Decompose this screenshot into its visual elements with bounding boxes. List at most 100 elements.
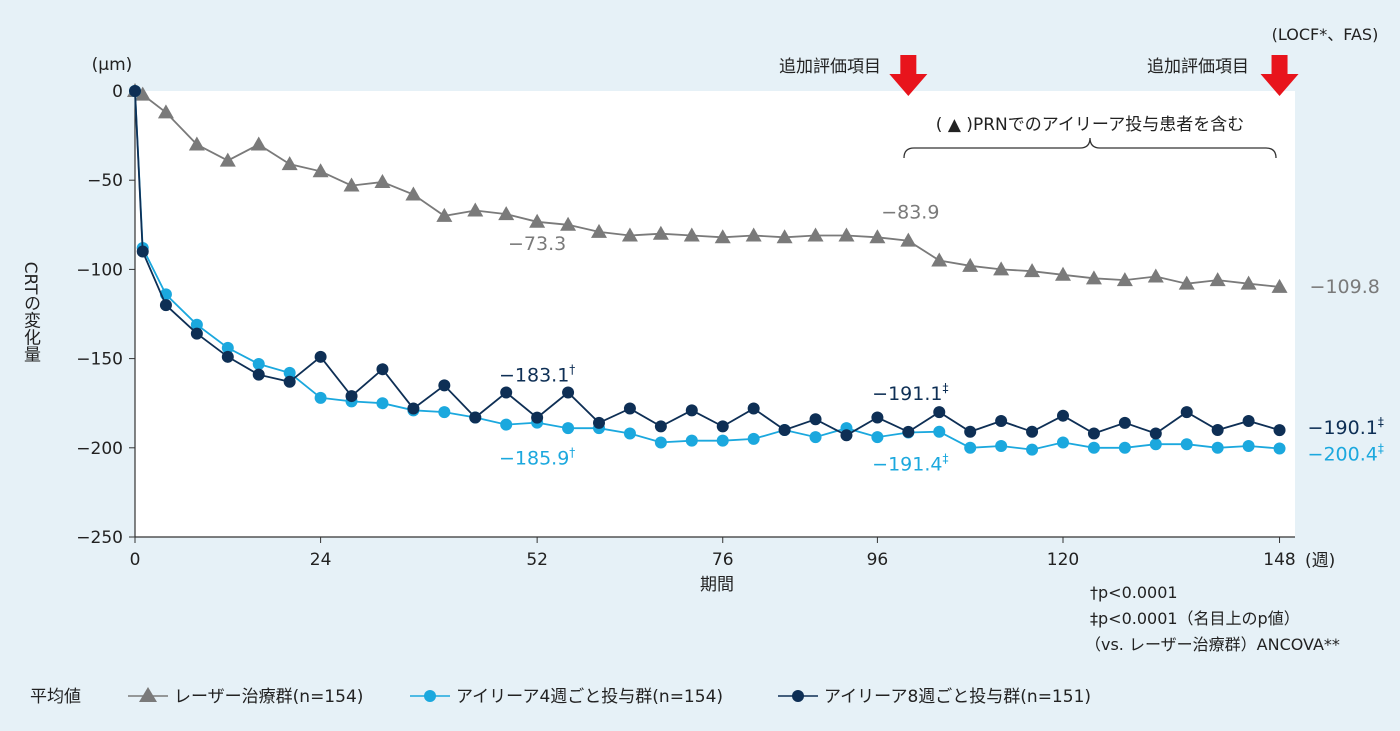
data-point-laser (374, 173, 391, 188)
significance-mark: ‡ (942, 451, 948, 465)
data-point-q8 (136, 245, 149, 258)
additional-endpoint-label-1: 追加評価項目 (779, 57, 881, 77)
legend-label-laser: レーザー治療群(n=154) (174, 687, 363, 707)
value-label-q4: −200.4‡ (1308, 442, 1384, 466)
data-point-q4 (1242, 440, 1255, 453)
data-point-q8 (252, 368, 265, 381)
data-point-q4 (500, 418, 513, 431)
y-tick-label: −200 (76, 439, 123, 459)
data-point-laser (1147, 268, 1164, 283)
data-point-q4 (654, 436, 667, 449)
data-point-q4 (716, 434, 729, 447)
data-point-q8 (778, 423, 791, 436)
legend-marker-laser (139, 687, 157, 702)
data-point-q8 (129, 85, 141, 97)
legend: 平均値 レーザー治療群(n=154) アイリーア4週ごと投与群(n=154) ア… (30, 687, 1091, 707)
data-point-q8 (716, 420, 729, 433)
red-arrow-icon (889, 55, 928, 96)
data-point-q8 (1242, 415, 1255, 428)
red-arrow-icon (1260, 55, 1299, 96)
data-point-laser (1178, 275, 1195, 290)
data-point-q8 (500, 386, 513, 399)
series-layer (127, 83, 1288, 456)
data-point-q8 (221, 350, 234, 363)
data-point-q8 (376, 363, 389, 376)
legend-title: 平均値 (30, 687, 81, 707)
data-point-laser (931, 252, 948, 267)
data-point-q8 (531, 411, 544, 424)
data-point-laser (683, 227, 700, 242)
value-label-q4: −191.4‡ (872, 451, 948, 475)
x-tick-label: 148 (1263, 550, 1295, 570)
x-tick-label: 76 (712, 550, 734, 570)
data-point-q8 (1273, 424, 1286, 437)
data-point-q8 (902, 425, 915, 438)
y-axis-label: CRTの変化量 (20, 262, 41, 363)
data-point-laser (529, 213, 546, 228)
data-point-q8 (469, 411, 482, 424)
footnote-2: ‡p<0.0001（名目上のp値） (1090, 609, 1300, 628)
data-point-laser (962, 257, 979, 272)
y-tick-label: −150 (76, 350, 123, 370)
y-tick-label: −100 (76, 260, 123, 280)
data-point-q8 (871, 411, 884, 424)
legend-label-q4: アイリーア4週ごと投与群(n=154) (456, 687, 723, 707)
data-point-q8 (314, 350, 327, 363)
data-point-laser (250, 136, 267, 151)
data-point-laser (1024, 263, 1041, 278)
significance-mark: † (569, 446, 575, 460)
prn-brace (903, 137, 1277, 159)
data-point-laser (498, 206, 515, 221)
data-point-q4 (1087, 441, 1100, 454)
data-point-laser (134, 86, 151, 101)
value-label-q8: −191.1‡ (872, 381, 948, 405)
x-tick-label: 120 (1047, 550, 1079, 570)
data-point-q8 (933, 406, 946, 419)
data-point-q8 (840, 429, 853, 442)
data-point-q8 (345, 390, 358, 403)
data-point-laser (838, 227, 855, 242)
data-point-q4 (871, 431, 884, 444)
data-point-laser (591, 223, 607, 238)
data-point-q8 (964, 425, 977, 438)
data-point-laser (436, 207, 453, 222)
data-point-q4 (1180, 438, 1193, 451)
axes: 0 −50 −100 −150 −200 −250 0 24 52 76 96 120 148 (76, 82, 1295, 570)
prn-note: ( ▲ )PRNでのアイリーア投与患者を含む (936, 115, 1244, 135)
data-point-q8 (995, 415, 1008, 428)
plot-area (135, 91, 1295, 537)
data-point-q4 (438, 406, 451, 419)
data-point-q4 (314, 391, 327, 404)
data-point-laser (1271, 278, 1288, 293)
data-point-laser (1055, 266, 1071, 281)
data-point-laser (343, 177, 360, 192)
method-note: (LOCF*、FAS) (1272, 25, 1379, 44)
data-point-q8 (407, 402, 420, 415)
data-point-laser (621, 227, 638, 242)
data-point-q8 (1149, 427, 1162, 440)
data-point-laser (467, 202, 484, 217)
data-point-q4 (252, 357, 265, 370)
significance-mark: ‡ (1378, 415, 1384, 429)
data-point-laser (745, 227, 762, 242)
data-point-laser (188, 136, 205, 151)
legend-marker-q8 (792, 690, 804, 702)
data-point-q4 (1026, 443, 1039, 456)
significance-mark: † (569, 363, 575, 377)
value-label-q8: −183.1† (499, 363, 575, 387)
data-point-q4 (1211, 441, 1224, 454)
series-laser (127, 83, 1288, 293)
data-point-q4 (283, 366, 296, 379)
data-point-q4 (1118, 441, 1131, 454)
significance-mark: ‡ (1378, 442, 1384, 456)
data-point-q8 (1026, 425, 1039, 438)
data-point-laser (1209, 272, 1226, 287)
significance-mark: ‡ (942, 381, 948, 395)
footnote-3: （vs. レーザー治療群）ANCOVA** (1085, 635, 1340, 654)
data-point-q8 (593, 416, 605, 429)
data-point-q4 (933, 425, 946, 438)
series-q8 (129, 85, 1286, 442)
footnote-1: †p<0.0001 (1090, 583, 1178, 602)
additional-endpoint-label-2: 追加評価項目 (1147, 57, 1249, 77)
data-point-q8 (654, 420, 667, 433)
